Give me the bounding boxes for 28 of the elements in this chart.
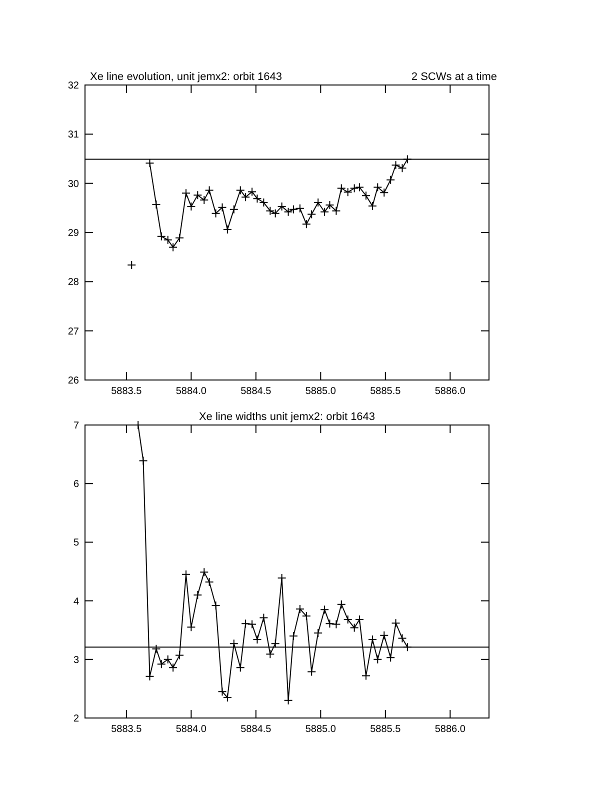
y-tick-label: 31 [68,130,80,141]
x-tick-label: 5884.0 [176,724,207,735]
x-tick-label: 5883.5 [111,724,142,735]
x-tick-label: 5885.0 [305,724,336,735]
y-tick-label: 5 [73,538,80,549]
x-tick-label: 5884.5 [240,724,272,735]
y-tick-label: 6 [73,479,80,490]
x-tick-label: 5886.0 [434,386,466,397]
x-tick-label: 5884.5 [240,386,272,397]
y-tick-label: 4 [73,596,80,608]
y-tick-label: 2 [73,714,80,724]
x-tick-label: 5886.0 [434,724,466,735]
x-tick-label: 5885.5 [370,386,402,397]
y-tick-label: 29 [68,228,80,239]
x-tick-label: 5885.0 [305,386,336,397]
y-tick-label: 26 [68,376,80,386]
x-tick-label: 5885.5 [370,724,402,735]
chart-title: Xe line evolution, unit jemx2: orbit 1643 [90,71,282,83]
chart-subtitle: 2 SCWs at a time [411,71,497,83]
y-tick-label: 28 [68,277,80,288]
y-tick-label: 27 [68,326,80,338]
y-tick-label: 30 [68,178,80,190]
x-tick-label: 5883.5 [111,386,142,397]
x-tick-label: 5884.0 [176,386,207,397]
y-tick-label: 3 [73,654,80,666]
y-tick-label: 32 [68,80,80,92]
chart-title: Xe line widths unit jemx2: orbit 1643 [198,411,376,423]
y-tick-label: 7 [73,420,80,432]
